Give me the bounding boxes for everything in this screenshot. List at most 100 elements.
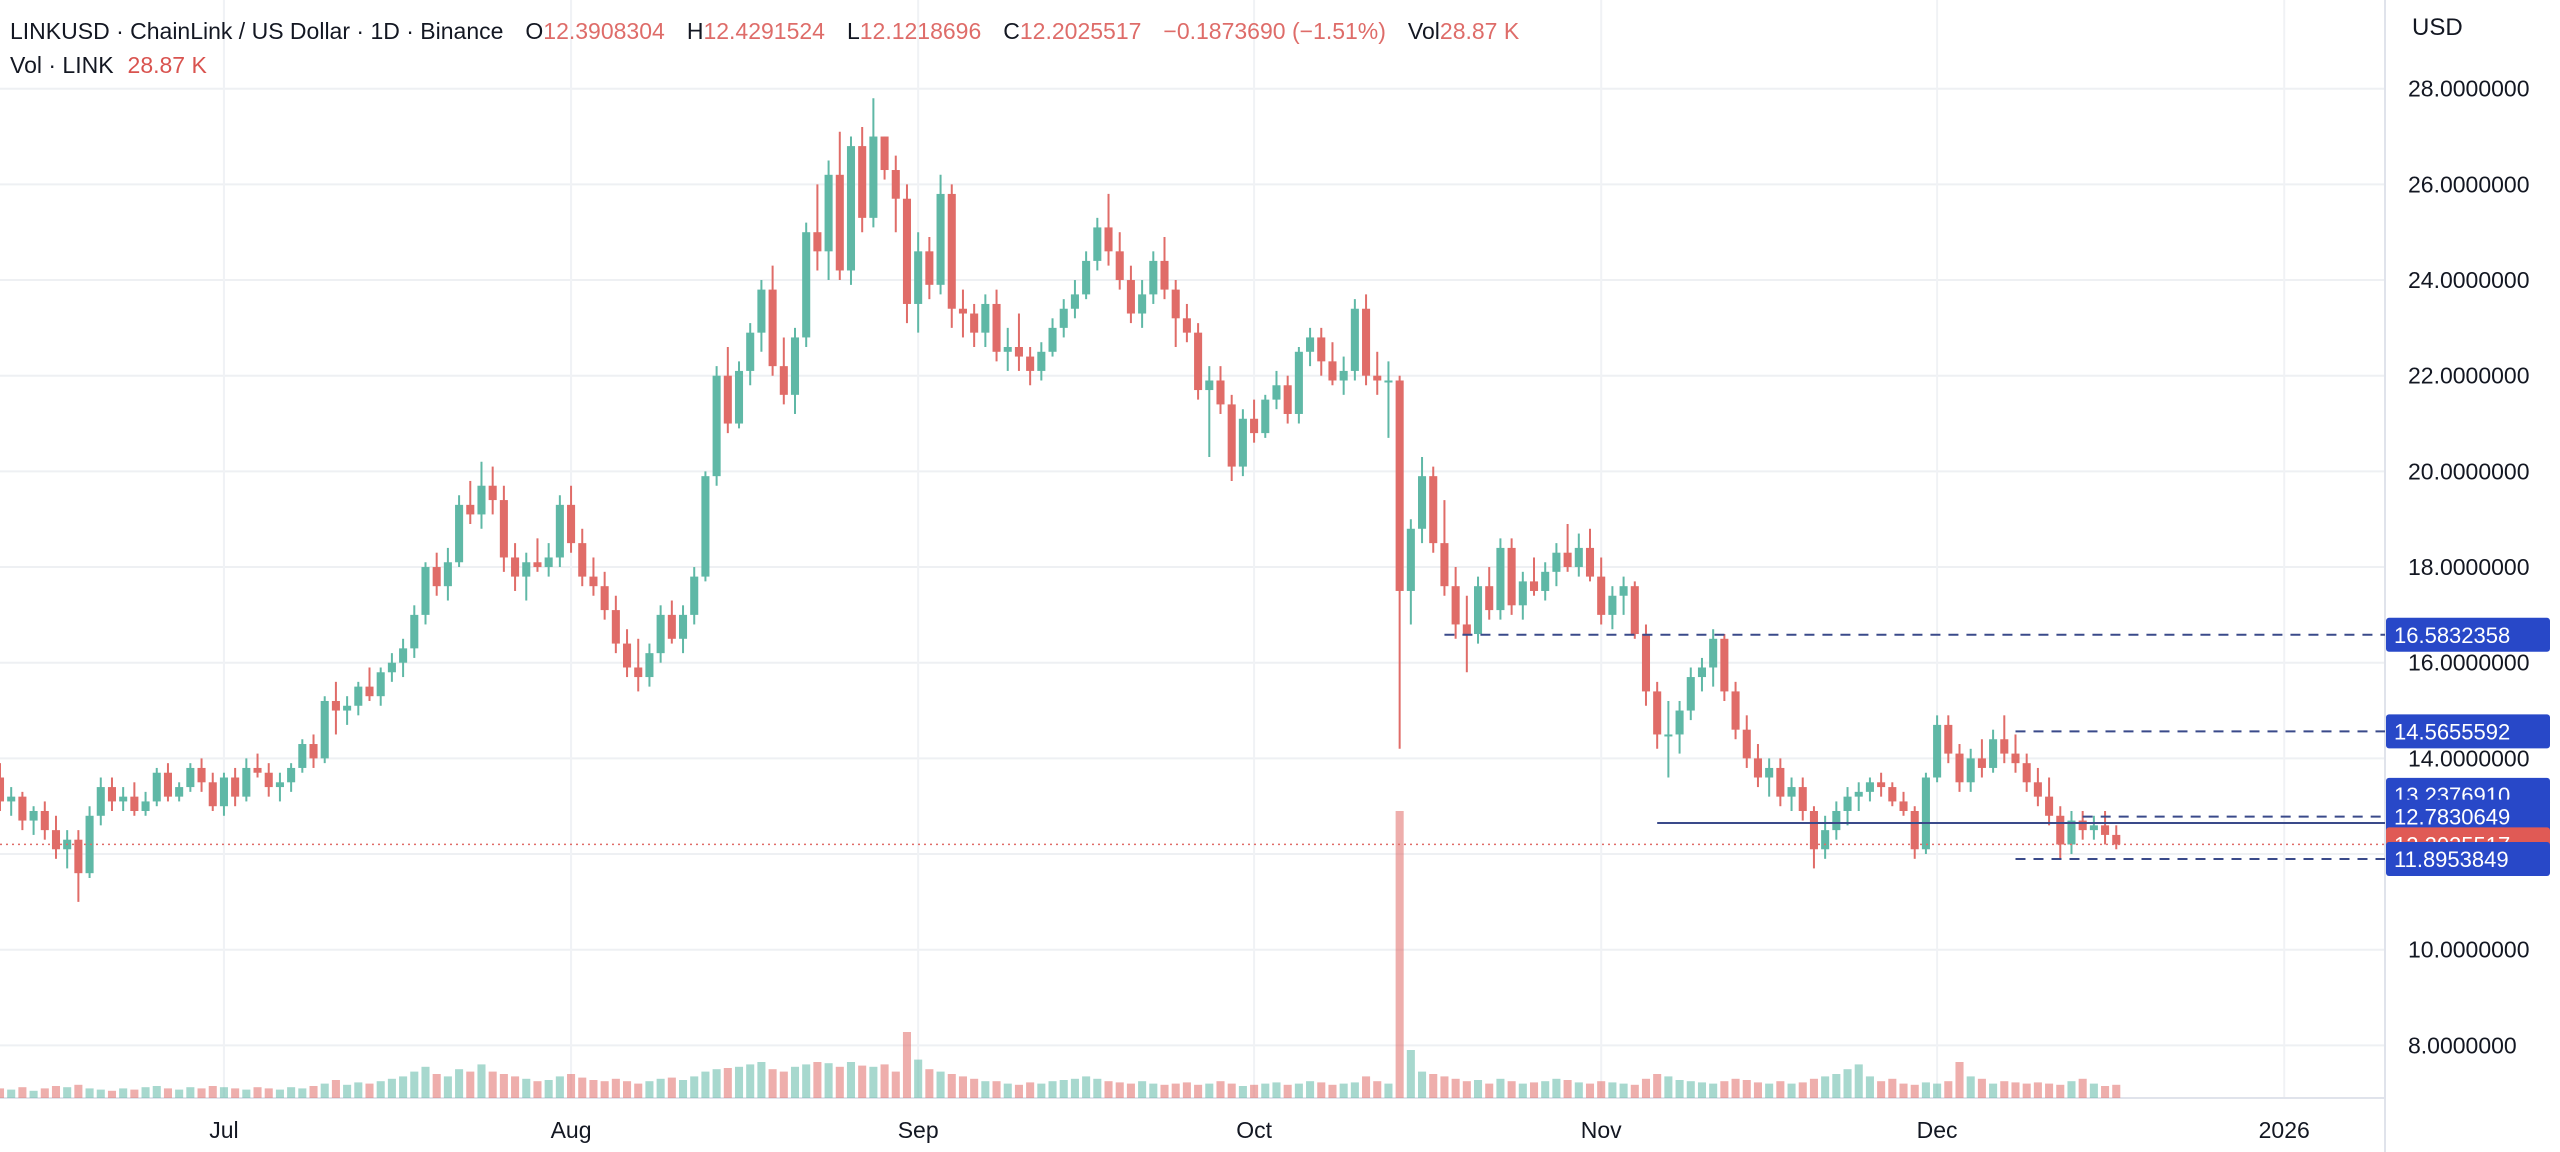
candle-body [690,576,699,615]
candle-body [1059,308,1068,328]
candle-body [1765,767,1774,778]
volume-bar [208,1086,217,1098]
volume-bar [712,1069,721,1098]
volume-bar [1608,1082,1617,1098]
volume-bar [589,1080,598,1098]
volume-bar [1462,1081,1471,1098]
volume-bar [522,1078,531,1098]
candle-body [1496,547,1505,611]
candle-body [298,744,307,768]
volume-bar [623,1081,632,1098]
volume-bar [477,1064,486,1098]
volume-bar [802,1064,811,1098]
volume-bar [1933,1083,1942,1098]
candle-body [1933,724,1942,778]
volume-indicator-label[interactable]: Vol · LINK [10,52,114,78]
candle-body [1306,337,1315,352]
low-label: L [846,18,860,44]
candle-body [779,366,788,395]
volume-bar [1653,1074,1662,1098]
candle-body [1787,787,1796,797]
candle-body [835,174,844,271]
volume-bar [1809,1078,1818,1098]
candle-body [152,772,161,802]
candle-body [1563,552,1572,568]
volume-indicator-value: 28.87 K [127,52,207,78]
volume-bar [757,1062,766,1098]
candle-body [119,796,128,802]
volume-bar [1966,1076,1975,1098]
volume-bar [1026,1082,1035,1098]
candle-body [1205,380,1214,391]
volume-bar [723,1068,732,1098]
candle-body [309,744,318,759]
candle-body [186,767,195,788]
volume-bar [947,1074,956,1098]
volume-bar [1944,1081,1953,1098]
currency-label[interactable]: USD [2412,14,2463,41]
volume-bar [645,1081,654,1098]
volume-bar [1765,1083,1774,1098]
time-tick-label: Aug [551,1117,592,1143]
price-tag-label: 14.5655592 [2394,719,2510,744]
volume-bar [320,1083,329,1098]
chart-legend: LINKUSD · ChainLink / US Dollar · 1D · B… [10,14,1519,82]
candle-body [902,198,912,304]
volume-bar [1250,1084,1259,1098]
candle-body [1574,547,1583,568]
candle-body [623,643,632,668]
volume-bar [1552,1078,1561,1098]
volume-bar [1832,1074,1841,1098]
vol-label: Vol [1407,18,1440,44]
volume-bar [63,1087,72,1098]
volume-bar [51,1086,61,1098]
volume-bar [1619,1083,1628,1098]
volume-bar [936,1071,945,1098]
volume-bar [1787,1083,1796,1098]
candle-body [712,375,721,477]
candle-body [947,193,956,309]
candle-body [511,557,520,577]
volume-bar [1294,1083,1303,1098]
volume-bar [1753,1082,1762,1098]
volume-bar [499,1074,508,1098]
volume-bar [1563,1080,1572,1098]
volume-bar [1306,1081,1315,1098]
volume-bar [656,1078,665,1098]
volume-bar [667,1077,676,1098]
volume-bar [1328,1084,1337,1098]
volume-bar [40,1088,49,1098]
volume-bar [790,1066,800,1098]
volume-bar [1451,1078,1460,1098]
candle-body [242,767,251,797]
volume-bar [152,1086,161,1098]
volume-bar [1160,1084,1169,1098]
candle-body [1070,294,1079,309]
candle-body [2011,753,2020,764]
symbol-title[interactable]: LINKUSD · ChainLink / US Dollar · 1D · B… [10,18,504,44]
candle-body [466,504,475,515]
volume-bar [275,1089,284,1098]
volume-bar [1921,1082,1930,1098]
candle-body [1944,724,1953,754]
candle-body [331,700,340,711]
candle-body [107,787,117,802]
volume-bar [600,1081,609,1098]
volume-bar [2112,1084,2121,1098]
volume-bar [1641,1078,1651,1098]
candle-body [813,232,822,252]
volume-bar [29,1090,38,1098]
candle-body [522,562,531,577]
volume-bar [130,1089,139,1098]
candle-body [533,562,542,568]
volume-bar [1977,1078,1986,1098]
candle-body [1462,624,1471,635]
volume-bar [1697,1082,1707,1098]
volume-bar [1742,1080,1751,1098]
volume-bar [1205,1083,1214,1098]
candle-body [958,308,967,314]
volume-bar [1115,1082,1124,1098]
volume-bar [1507,1081,1516,1098]
candle-body [555,504,564,558]
